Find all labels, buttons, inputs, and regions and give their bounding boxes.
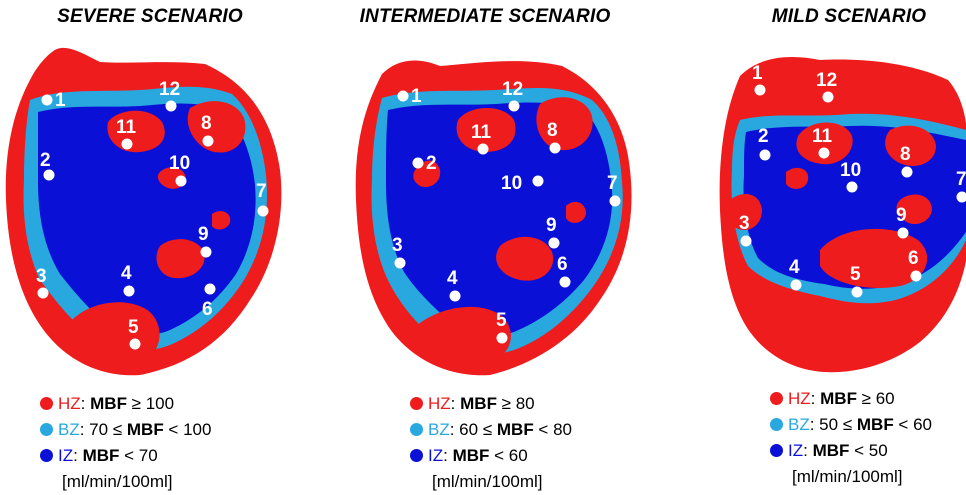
legend-iz: IZ: MBF < 70 — [40, 443, 211, 469]
svg-text:9: 9 — [198, 224, 209, 245]
svg-text:11: 11 — [116, 117, 137, 138]
marker-7: 7 — [956, 169, 966, 203]
svg-text:12: 12 — [502, 79, 523, 100]
svg-text:9: 9 — [896, 205, 907, 226]
svg-text:1: 1 — [55, 90, 66, 111]
heart-map-intermediate: 1 2 3 4 5 6 7 8 9 10 11 12 — [330, 0, 660, 380]
svg-text:10: 10 — [840, 160, 861, 181]
svg-text:1: 1 — [752, 63, 763, 84]
svg-text:3: 3 — [36, 266, 47, 287]
svg-text:12: 12 — [816, 70, 837, 91]
bz-dot — [40, 423, 53, 436]
legend-iz: IZ: MBF < 60 — [410, 443, 572, 469]
legend-units: [ml/min/100ml] — [410, 469, 572, 495]
svg-text:12: 12 — [159, 79, 180, 100]
svg-text:9: 9 — [546, 215, 557, 236]
svg-text:4: 4 — [789, 257, 800, 278]
svg-text:2: 2 — [758, 126, 769, 147]
legend-bz: BZ: 50 ≤ MBF < 60 — [770, 412, 932, 438]
svg-text:7: 7 — [956, 169, 966, 190]
legend-bz: BZ: 70 ≤ MBF < 100 — [40, 417, 211, 443]
hz-dot — [40, 397, 53, 410]
legend-hz: HZ: MBF ≥ 80 — [410, 391, 572, 417]
iz-dot — [410, 449, 423, 462]
svg-text:6: 6 — [908, 248, 919, 269]
hz-dot — [410, 397, 423, 410]
svg-text:2: 2 — [426, 153, 437, 174]
svg-text:5: 5 — [128, 317, 139, 338]
legend-intermediate: HZ: MBF ≥ 80 BZ: 60 ≤ MBF < 80 IZ: MBF <… — [410, 391, 572, 495]
svg-text:7: 7 — [256, 181, 267, 202]
svg-text:5: 5 — [496, 310, 507, 331]
bz-dot — [770, 418, 783, 431]
svg-text:8: 8 — [900, 144, 911, 165]
iz-dot — [770, 444, 783, 457]
svg-text:2: 2 — [40, 150, 51, 171]
svg-text:1: 1 — [411, 86, 422, 107]
svg-text:8: 8 — [201, 113, 212, 134]
svg-text:4: 4 — [121, 263, 132, 284]
legend-units: [ml/min/100ml] — [770, 464, 932, 490]
svg-text:10: 10 — [501, 173, 522, 194]
legend-hz: HZ: MBF ≥ 60 — [770, 386, 932, 412]
svg-text:11: 11 — [812, 126, 833, 147]
panel-mild: MILD SCENARIO 1 2 3 4 5 6 7 8 9 10 11 12… — [700, 0, 966, 494]
legend-iz: IZ: MBF < 50 — [770, 438, 932, 464]
svg-text:10: 10 — [169, 153, 190, 174]
svg-text:3: 3 — [392, 235, 403, 256]
svg-text:5: 5 — [850, 264, 861, 285]
bz-dot — [410, 423, 423, 436]
legend-severe: HZ: MBF ≥ 100 BZ: 70 ≤ MBF < 100 IZ: MBF… — [40, 391, 211, 495]
legend-bz: BZ: 60 ≤ MBF < 80 — [410, 417, 572, 443]
heart-map-severe: 1 2 3 4 5 6 7 8 9 10 11 12 — [0, 0, 300, 380]
heart-map-mild: 1 2 3 4 5 6 7 8 9 10 11 12 — [700, 0, 966, 380]
panel-intermediate: INTERMEDIATE SCENARIO 1 2 3 4 5 6 7 8 9 … — [330, 0, 660, 494]
marker-5: 5 — [496, 310, 508, 344]
svg-text:7: 7 — [607, 173, 618, 194]
legend-hz: HZ: MBF ≥ 100 — [40, 391, 211, 417]
svg-text:4: 4 — [447, 268, 458, 289]
iz-dot — [40, 449, 53, 462]
svg-text:3: 3 — [739, 213, 750, 234]
svg-text:6: 6 — [557, 254, 568, 275]
legend-mild: HZ: MBF ≥ 60 BZ: 50 ≤ MBF < 60 IZ: MBF <… — [770, 386, 932, 490]
hz-dot — [770, 392, 783, 405]
svg-text:8: 8 — [547, 120, 558, 141]
svg-text:6: 6 — [202, 299, 213, 320]
legend-units: [ml/min/100ml] — [40, 469, 211, 495]
svg-text:11: 11 — [471, 122, 492, 143]
panel-severe: SEVERE SCENARIO 1 2 3 4 5 6 7 8 9 10 11 … — [0, 0, 300, 494]
